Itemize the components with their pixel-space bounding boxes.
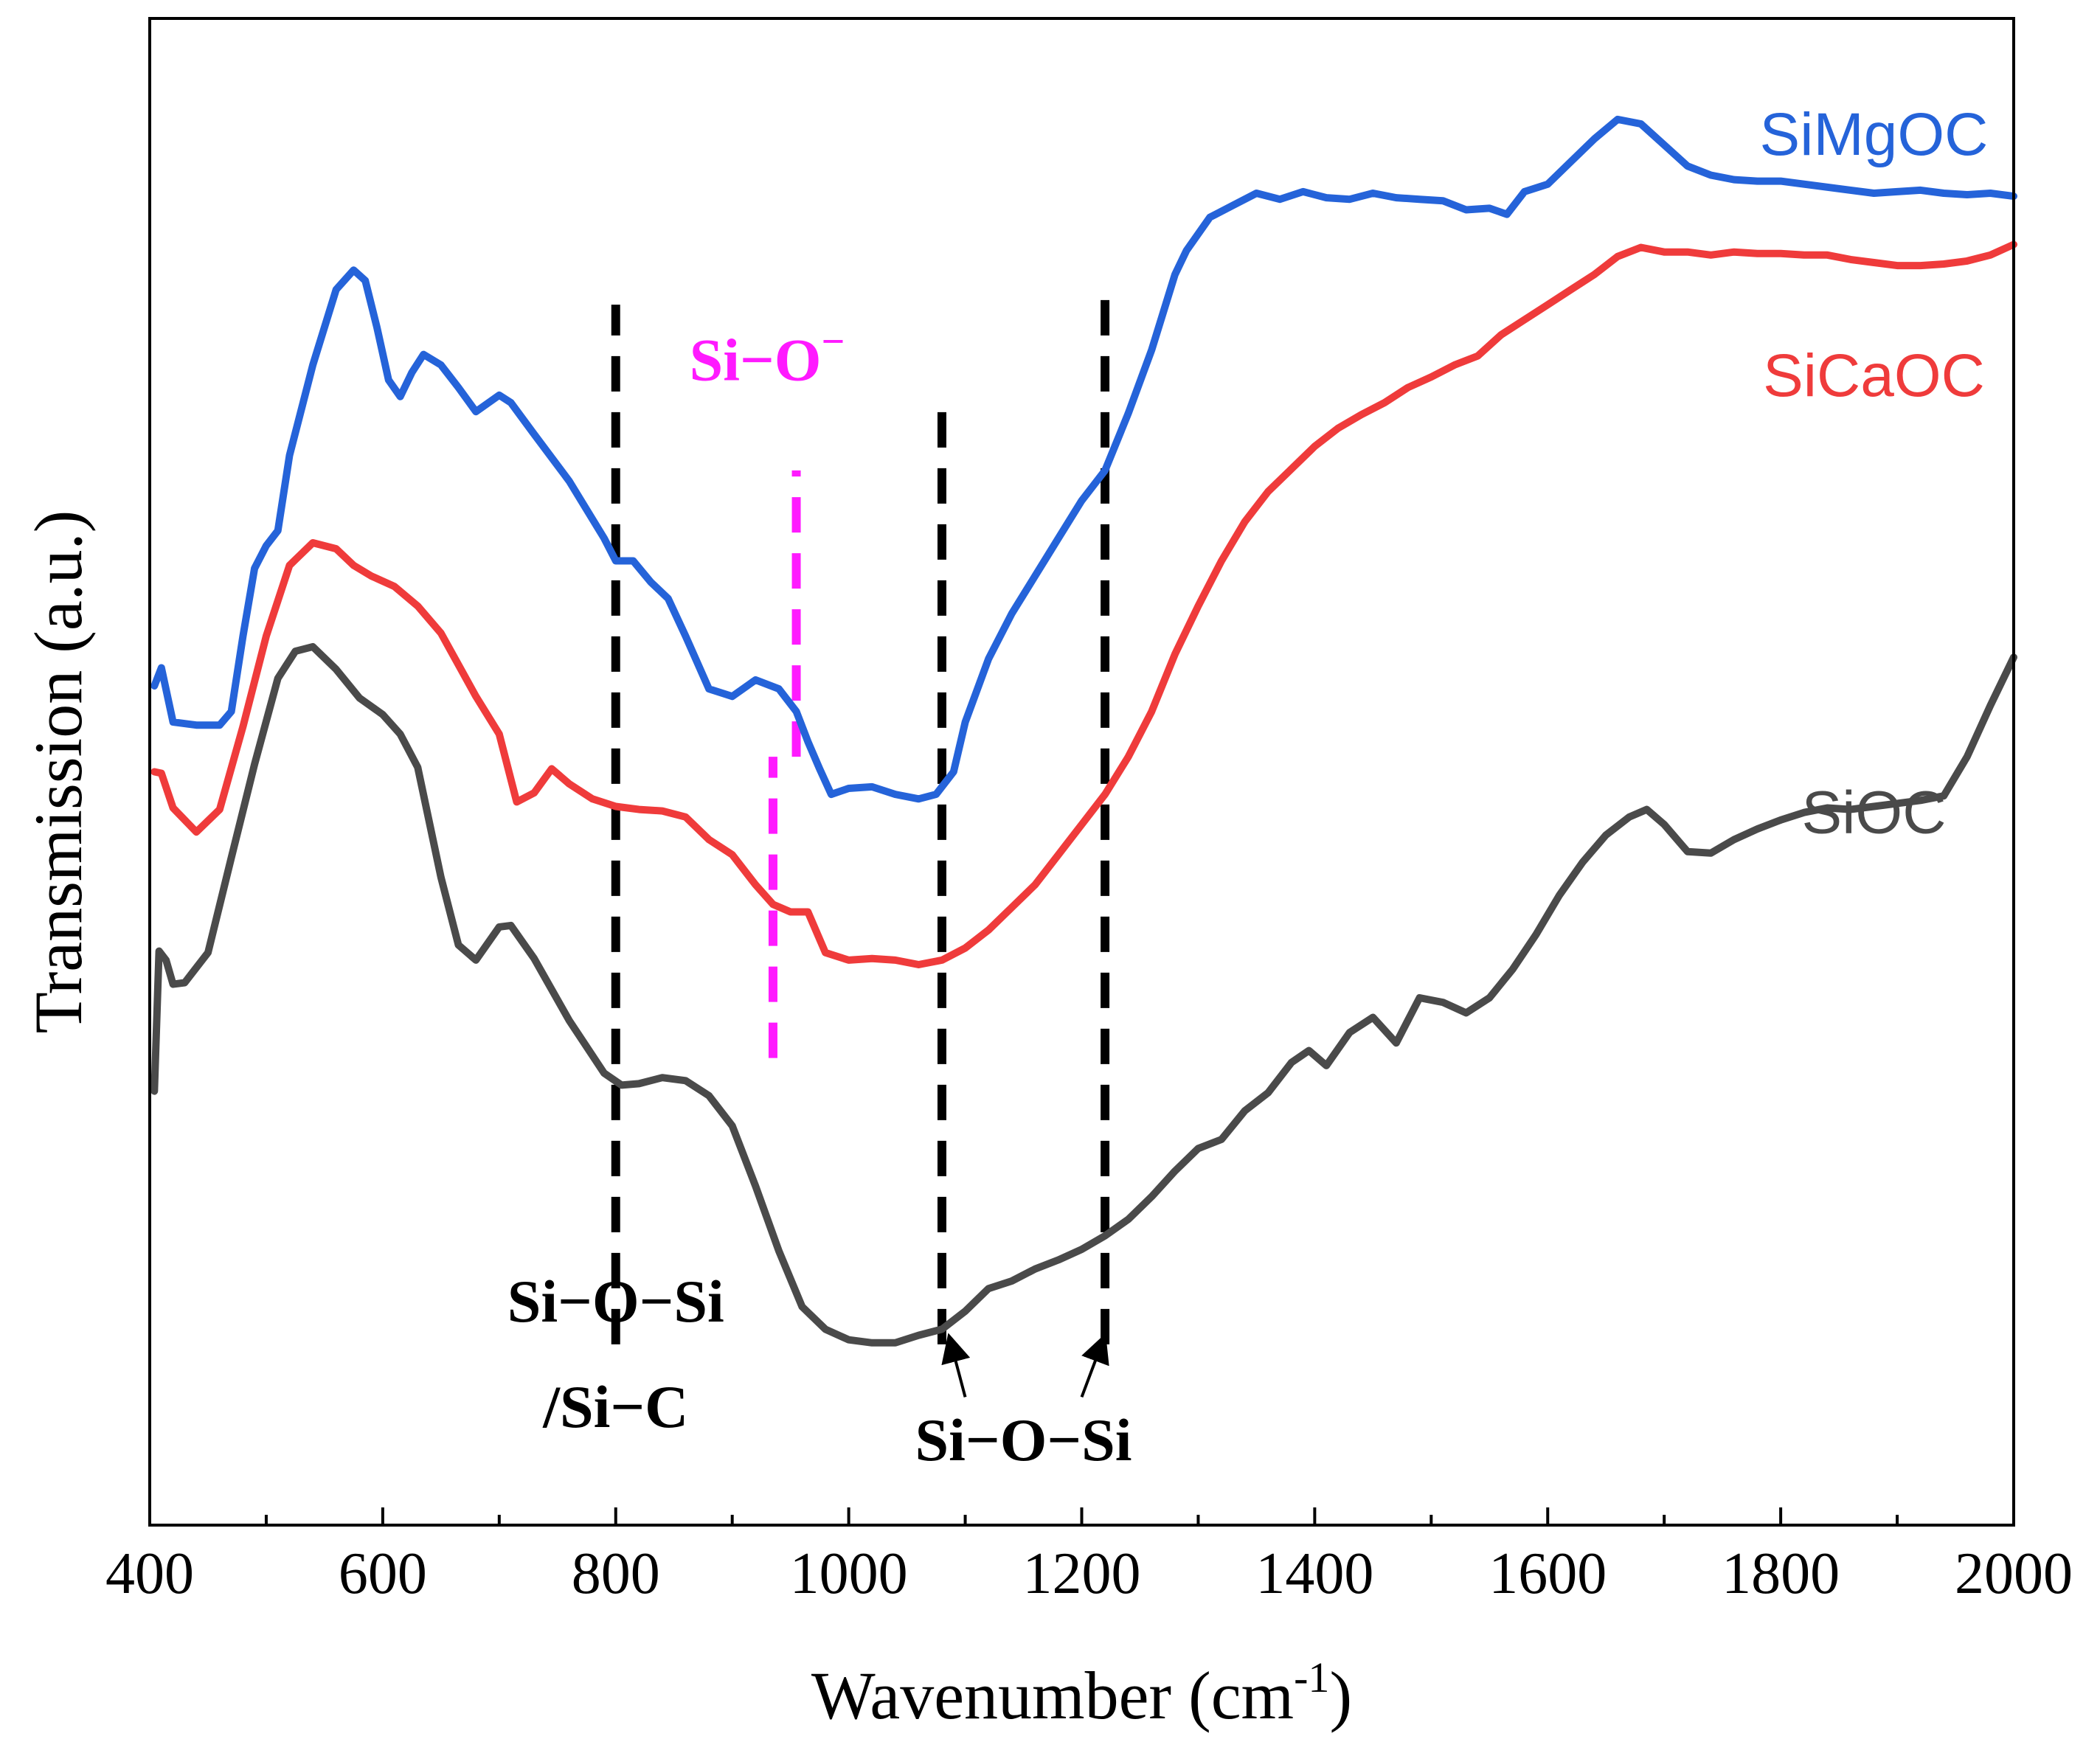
annotation-1: /Si−C	[542, 1373, 688, 1440]
x-tick-label-1600: 1600	[1489, 1541, 1607, 1606]
annotation-3: Si−O−	[690, 319, 845, 393]
series-label-sicaoc: SiCaOC	[1763, 342, 1985, 409]
series-line-sicaoc	[150, 240, 2017, 968]
x-tick-label-400: 400	[105, 1541, 194, 1606]
x-tick-label-800: 800	[572, 1541, 660, 1606]
annotation-arrow-0	[941, 1333, 971, 1398]
arrows	[941, 1333, 1109, 1398]
x-tick-label-1400: 1400	[1255, 1541, 1373, 1606]
series-labels: SiMgOC SiCaOC SiOC	[1760, 101, 1989, 846]
x-axis-title-main: Wavenumber (cm	[811, 1658, 1294, 1733]
x-axis-title: Wavenumber (cm-1)	[811, 1653, 1352, 1733]
series-line-simgoc	[150, 115, 2017, 803]
annotation-arrow-1	[1080, 1333, 1109, 1398]
annotations: Si−O−Si/Si−C Si−O−Si Si−O−	[507, 319, 1132, 1473]
x-tick-label-1800: 1800	[1722, 1541, 1840, 1606]
x-axis-title-sup: -1	[1294, 1653, 1329, 1701]
x-axis-title-close: )	[1329, 1658, 1352, 1733]
x-tick-label-1200: 1200	[1023, 1541, 1141, 1606]
series-line-sioc	[150, 642, 2017, 1347]
annotation-2: Si−O−Si	[915, 1406, 1132, 1473]
annotation-0: Si−O−Si	[507, 1268, 724, 1335]
y-axis-title: Transmission (a.u.)	[21, 510, 96, 1034]
series-lines	[150, 115, 2017, 1347]
x-tick-label-2000: 2000	[1955, 1541, 2073, 1606]
x-axis-ticks: 400 600 800 1000 1200 1400 1600 1800 2000	[105, 1507, 2073, 1606]
series-label-sioc: SiOC	[1802, 779, 1947, 846]
plot-frame	[148, 17, 2015, 1527]
x-tick-label-1000: 1000	[790, 1541, 908, 1606]
x-tick-label-600: 600	[339, 1541, 427, 1606]
series-label-simgoc: SiMgOC	[1760, 101, 1989, 168]
